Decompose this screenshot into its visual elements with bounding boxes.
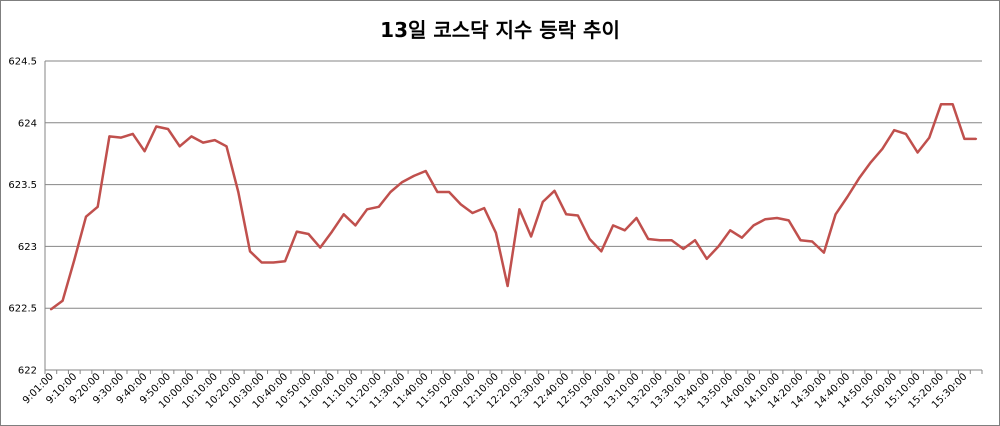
data-point (424, 170, 427, 173)
data-point (612, 224, 615, 227)
data-point (518, 208, 521, 211)
data-point (647, 237, 650, 240)
gridlines (45, 60, 982, 309)
data-point (354, 224, 357, 227)
data-point (84, 215, 87, 218)
data-point (178, 145, 181, 148)
data-point (237, 191, 240, 194)
data-point (811, 240, 814, 243)
data-point (893, 129, 896, 132)
data-point (963, 137, 966, 140)
data-point (73, 258, 76, 261)
data-point (96, 205, 99, 208)
data-point (448, 191, 451, 194)
data-point (776, 216, 779, 219)
data-point (881, 147, 884, 150)
data-point (49, 308, 52, 311)
data-point (131, 132, 134, 135)
data-point (190, 135, 193, 138)
data-point (61, 299, 64, 302)
data-point (330, 230, 333, 233)
data-point (108, 135, 111, 138)
data-point (600, 250, 603, 253)
data-point (389, 191, 392, 194)
data-point (248, 250, 251, 253)
data-point (436, 191, 439, 194)
data-point (342, 213, 345, 216)
data-point (940, 103, 943, 106)
data-point (494, 231, 497, 234)
data-point (553, 189, 556, 192)
y-tick-label: 624 (18, 118, 37, 129)
data-point (483, 207, 486, 210)
data-point (787, 219, 790, 222)
data-point (670, 239, 673, 242)
data-point (459, 203, 462, 206)
data-point (705, 257, 708, 260)
data-point (143, 150, 146, 153)
data-point (506, 284, 509, 287)
data-point (471, 212, 474, 215)
data-point (120, 136, 123, 139)
data-point (975, 137, 978, 140)
data-point (166, 127, 169, 130)
data-point (858, 177, 861, 180)
data-point (366, 208, 369, 211)
data-point (916, 151, 919, 154)
chart-title: 13일 코스닥 지수 등락 추이 (380, 18, 620, 42)
series-line (50, 103, 977, 311)
data-point (202, 141, 205, 144)
data-point (623, 229, 626, 232)
data-point (588, 237, 591, 240)
data-point (682, 247, 685, 250)
y-tick-label: 623 (18, 242, 37, 253)
data-point (307, 233, 310, 236)
data-point (658, 239, 661, 242)
data-point (799, 239, 802, 242)
data-point (740, 236, 743, 239)
data-point (260, 261, 263, 264)
data-point (764, 218, 767, 221)
data-point (822, 251, 825, 254)
data-point (869, 161, 872, 164)
data-point (377, 205, 380, 208)
data-point (834, 213, 837, 216)
data-point (565, 213, 568, 216)
x-tick-labels: 9:01:009:10:009:20:009:30:009:40:009:50:… (21, 371, 970, 411)
data-point (530, 235, 533, 238)
data-point (225, 145, 228, 148)
axes (44, 61, 983, 374)
y-tick-label: 622 (18, 366, 37, 377)
data-point (717, 245, 720, 248)
data-point (213, 139, 216, 142)
data-point (412, 174, 415, 177)
data-point (319, 246, 322, 249)
data-point (846, 195, 849, 198)
data-point (729, 229, 732, 232)
data-point (904, 132, 907, 135)
y-tick-labels: 622 622.5 623 623.5 624 624.5 (8, 57, 37, 377)
y-tick-label: 623.5 (8, 180, 37, 191)
data-point (284, 260, 287, 263)
y-tick-label: 624.5 (8, 57, 37, 68)
data-point (155, 125, 158, 128)
data-point (752, 224, 755, 227)
data-point (541, 200, 544, 203)
data-point (635, 216, 638, 219)
y-tick-label: 622.5 (8, 304, 37, 315)
data-point (576, 214, 579, 217)
data-point (272, 261, 275, 264)
series (49, 103, 978, 311)
data-point (951, 103, 954, 106)
data-point (928, 136, 931, 139)
data-point (694, 239, 697, 242)
data-point (401, 181, 404, 184)
data-point (295, 230, 298, 233)
